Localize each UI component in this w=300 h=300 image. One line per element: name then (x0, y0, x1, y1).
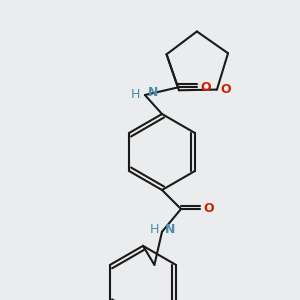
Text: N: N (165, 223, 175, 236)
Text: H: H (150, 223, 159, 236)
Text: N: N (148, 86, 158, 100)
Text: H: H (130, 88, 140, 101)
Text: O: O (203, 202, 214, 215)
Text: O: O (200, 81, 211, 94)
Text: O: O (220, 83, 231, 96)
